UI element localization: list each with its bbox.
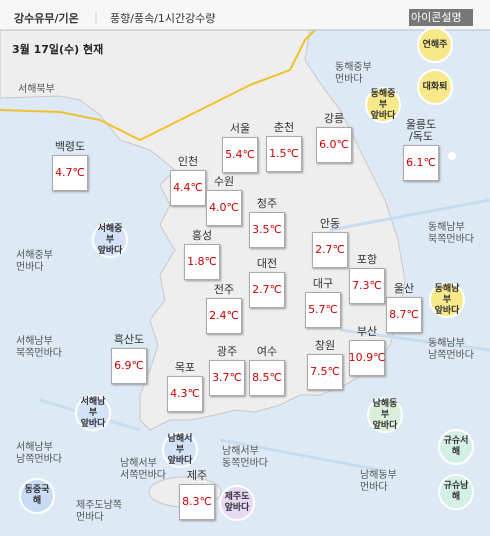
zone-badge: 연해주 [417, 27, 453, 63]
station-name: 부산 [356, 325, 378, 338]
date: 3월 17일(수) 현재 [12, 43, 104, 56]
station-name: 광주 [216, 345, 238, 358]
station-temp: 1.8℃ [184, 244, 220, 280]
station-name: 창원 [314, 339, 336, 352]
station-name: 여수 [256, 345, 278, 358]
station-name: 안동 [319, 217, 341, 230]
station-name: 강릉 [323, 112, 345, 125]
station-temp: 2.7℃ [249, 272, 285, 308]
station-name: 춘천 [273, 121, 295, 134]
zone-badge: 동중국해 [19, 478, 55, 514]
station-temp: 2.4℃ [206, 298, 242, 334]
station-name: 흑산도 [113, 333, 145, 346]
tab[interactable]: 풍향/풍속/1시간강수량 [110, 12, 216, 25]
station-temp: 3.5℃ [249, 212, 285, 248]
station-name: 대전 [256, 257, 278, 270]
station-name: 수원 [213, 175, 235, 188]
station-temp: 8.7℃ [386, 297, 422, 333]
station-temp: 5.4℃ [222, 137, 258, 173]
sea-area: 서해북부 [18, 84, 55, 95]
station-temp: 8.5℃ [249, 360, 285, 396]
tab[interactable]: 강수유무/기온 [14, 12, 79, 25]
zone-badge: 규슈서해 [438, 429, 474, 465]
station-name: 청주 [256, 197, 278, 210]
station-temp: 6.9℃ [111, 348, 147, 384]
station-name: 전주 [213, 283, 235, 296]
zone-badge: 제주도 앞바다 [219, 485, 255, 521]
station-name: 인천 [177, 155, 199, 168]
station-temp: 4.0℃ [206, 190, 242, 226]
station-temp: 8.3℃ [179, 484, 215, 520]
legend-button-bg [409, 9, 473, 26]
zone-badge: 서해남부 앞바다 [75, 395, 111, 431]
sea-area: 서해남부 남쪽먼바다 [16, 442, 62, 465]
station-temp: 6.0℃ [316, 127, 352, 163]
sea-area: 서해남부 북쪽먼바다 [16, 336, 62, 359]
station-temp: 6.1℃ [403, 145, 439, 181]
station-temp: 4.4℃ [170, 170, 206, 206]
station-name: 제주 [186, 469, 208, 482]
sea-area: 남해서부 동쪽먼바다 [222, 446, 268, 469]
station-name: 홍성 [191, 229, 213, 242]
station-temp: 3.7℃ [209, 360, 245, 396]
station-temp: 10.9℃ [349, 340, 385, 376]
station-temp: 4.7℃ [52, 155, 88, 191]
station-name: 서울 [229, 122, 251, 135]
station-temp: 1.5℃ [266, 136, 302, 172]
tab-bar [0, 0, 490, 30]
station-name: 울릉도 /독도 [405, 118, 437, 143]
zone-badge: 규슈남해 [438, 474, 474, 510]
sea-area: 동해남부 북쪽먼바다 [428, 222, 474, 245]
zone-badge: 동해중부 앞바다 [365, 87, 401, 123]
zone-badge: 남해동부 앞바다 [367, 397, 403, 433]
sea-route [39, 198, 490, 472]
station-name: 울산 [393, 282, 415, 295]
sea-area: 남해서부 서쪽먼바다 [120, 458, 166, 481]
zone-badge: 남해서부 앞바다 [162, 432, 198, 468]
sea-area: 서해중부 먼바다 [16, 250, 53, 273]
sea-area: 동해중부 먼바다 [335, 62, 372, 85]
station-temp: 7.5℃ [307, 354, 343, 390]
station-temp: 2.7℃ [312, 232, 348, 268]
station-temp: 5.7℃ [305, 292, 341, 328]
legend-button[interactable]: 아이콘설명 [411, 11, 462, 24]
boundary-line [0, 29, 316, 142]
station-temp: 4.3℃ [167, 376, 203, 412]
station-name: 백령도 [54, 140, 86, 153]
sea-area: 제주도남쪽 먼바다 [76, 500, 122, 523]
station-temp: 7.3℃ [349, 268, 385, 304]
ulleung-island [448, 152, 456, 160]
sea-area: 동해남부 남쪽먼바다 [428, 338, 474, 361]
station-name: 목포 [174, 361, 196, 374]
zone-badge: 동해남부 앞바다 [429, 282, 465, 318]
zone-badge: 대화퇴 [417, 69, 453, 105]
zone-badge: 서해중부 앞바다 [92, 222, 128, 258]
station-name: 포항 [356, 253, 378, 266]
sea-area: 남해동부 먼바다 [360, 470, 397, 493]
station-name: 대구 [312, 277, 334, 290]
land [0, 29, 406, 431]
